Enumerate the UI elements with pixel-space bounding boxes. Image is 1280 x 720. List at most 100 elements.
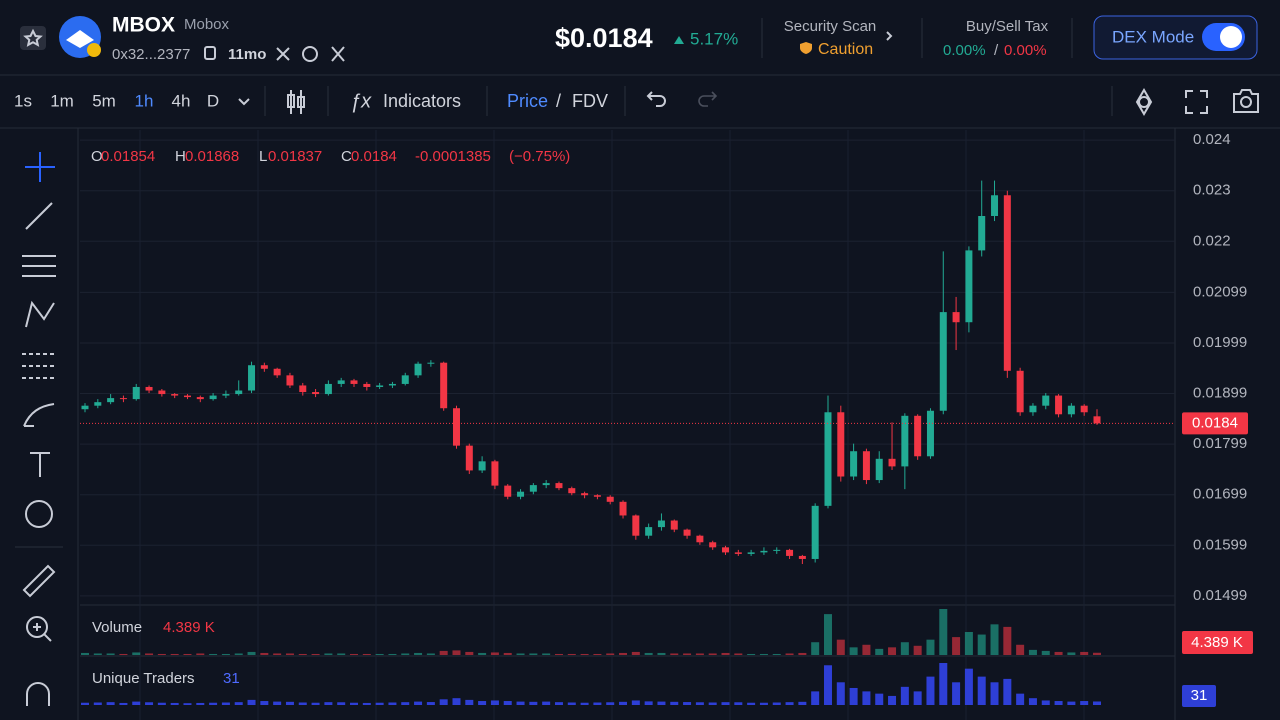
traders-bar bbox=[1041, 700, 1050, 705]
volume-bar bbox=[734, 653, 743, 655]
ruler-tool[interactable] bbox=[22, 564, 56, 598]
volume-bar bbox=[1016, 644, 1025, 655]
volume-bar bbox=[132, 652, 141, 655]
interval-button[interactable]: 4h bbox=[172, 91, 191, 110]
candle-body bbox=[952, 312, 960, 323]
interval-button[interactable]: 1h bbox=[135, 91, 154, 110]
volume-bar bbox=[311, 653, 320, 655]
legend-change: -0.0001385 bbox=[415, 148, 491, 165]
candle-body bbox=[581, 493, 589, 496]
fullscreen-icon[interactable] bbox=[1185, 90, 1208, 114]
traders-bar bbox=[1003, 678, 1012, 705]
traders-bar bbox=[836, 682, 845, 705]
volume-bar bbox=[388, 653, 397, 655]
pattern-tool[interactable] bbox=[25, 300, 55, 328]
traders-bar bbox=[503, 701, 512, 705]
traders-bar bbox=[145, 702, 154, 705]
candle-body bbox=[888, 458, 896, 467]
interval-dropdown[interactable] bbox=[238, 98, 250, 106]
interval-button[interactable]: 1m bbox=[50, 91, 74, 110]
interval-button[interactable]: D bbox=[207, 91, 219, 110]
volume-bar bbox=[234, 653, 243, 655]
candle-body bbox=[1016, 370, 1024, 413]
tool-icon[interactable] bbox=[276, 47, 290, 61]
volume-bar bbox=[1093, 652, 1101, 655]
security-status[interactable]: Caution bbox=[818, 41, 873, 58]
undo-icon[interactable] bbox=[646, 91, 666, 107]
candle-body bbox=[593, 495, 601, 497]
buy-tax: 0.00% bbox=[943, 42, 986, 59]
traders-bar bbox=[1016, 693, 1025, 705]
trendline-tool[interactable] bbox=[25, 202, 53, 230]
traders-bar bbox=[939, 663, 948, 705]
traders-bar bbox=[529, 701, 538, 705]
redo-icon[interactable] bbox=[698, 91, 718, 107]
traders-bar bbox=[1067, 701, 1076, 705]
traders-bar bbox=[81, 702, 89, 705]
fib-tool[interactable] bbox=[22, 255, 56, 277]
traders-bar bbox=[465, 699, 474, 705]
traders-bar bbox=[670, 701, 679, 705]
magnet-tool[interactable] bbox=[26, 682, 50, 706]
candle-body bbox=[722, 547, 730, 553]
favorite-button[interactable] bbox=[20, 26, 46, 50]
price-toggle[interactable]: Price bbox=[507, 91, 548, 111]
candle-body bbox=[1055, 395, 1063, 415]
volume-bar bbox=[606, 653, 615, 655]
interval-button[interactable]: 5m bbox=[92, 91, 116, 110]
projection-tool[interactable] bbox=[22, 353, 56, 379]
traders-bar bbox=[452, 698, 461, 705]
candle-body bbox=[734, 552, 742, 554]
legend-h: H bbox=[175, 148, 186, 165]
y-tick-label: 0.01799 bbox=[1193, 435, 1247, 452]
x-icon[interactable] bbox=[331, 46, 345, 62]
candle-body bbox=[145, 386, 153, 391]
copy-icon[interactable] bbox=[204, 46, 216, 60]
brush-tool[interactable] bbox=[23, 403, 55, 427]
traders-bar bbox=[234, 702, 243, 705]
indicators-button[interactable]: Indicators bbox=[383, 91, 461, 111]
fdv-toggle[interactable]: FDV bbox=[572, 91, 608, 111]
fx-icon[interactable]: ƒx bbox=[350, 90, 372, 112]
candle-body bbox=[337, 380, 345, 384]
candle-body bbox=[350, 380, 358, 384]
volume-bar bbox=[939, 609, 948, 655]
traders-bar bbox=[183, 703, 192, 705]
crosshair-tool[interactable] bbox=[25, 152, 55, 182]
candle-body bbox=[107, 398, 115, 403]
chart-type-icon[interactable] bbox=[287, 90, 305, 114]
candle-body bbox=[568, 488, 576, 494]
traders-axis-label bbox=[1182, 685, 1216, 707]
traders-bar bbox=[593, 702, 602, 705]
candle-body bbox=[798, 555, 806, 559]
website-icon[interactable] bbox=[302, 46, 318, 62]
text-tool[interactable] bbox=[30, 452, 50, 477]
legend-value: 0.01854 bbox=[101, 148, 155, 165]
interval-button[interactable]: 1s bbox=[14, 91, 32, 110]
traders-bar bbox=[1080, 701, 1089, 705]
volume-bar bbox=[708, 653, 717, 655]
y-tick-label: 0.023 bbox=[1193, 182, 1231, 199]
settings-icon[interactable] bbox=[1135, 88, 1153, 116]
address[interactable]: 0x32...2377 bbox=[112, 46, 190, 63]
zoom-tool[interactable] bbox=[26, 616, 48, 638]
traders-bar bbox=[132, 701, 141, 705]
candle-body bbox=[901, 415, 909, 467]
dex-mode-label[interactable]: DEX Mode bbox=[1112, 27, 1194, 46]
volume-bar bbox=[452, 650, 461, 655]
volume-bar bbox=[926, 639, 935, 655]
candle-body bbox=[683, 529, 691, 536]
legend-c: C bbox=[341, 148, 352, 165]
volume-bar bbox=[593, 653, 602, 655]
traders-bar bbox=[657, 701, 666, 705]
candle-body bbox=[491, 461, 499, 486]
security-label[interactable]: Security Scan bbox=[784, 18, 877, 35]
screenshot-icon[interactable] bbox=[1233, 89, 1259, 113]
volume-bar bbox=[836, 639, 845, 655]
volume-bar bbox=[811, 642, 820, 655]
emoji-tool[interactable] bbox=[25, 500, 53, 528]
candle-body bbox=[427, 362, 435, 364]
volume-bar bbox=[298, 653, 307, 655]
traders-axis-text: 31 bbox=[1191, 687, 1208, 704]
